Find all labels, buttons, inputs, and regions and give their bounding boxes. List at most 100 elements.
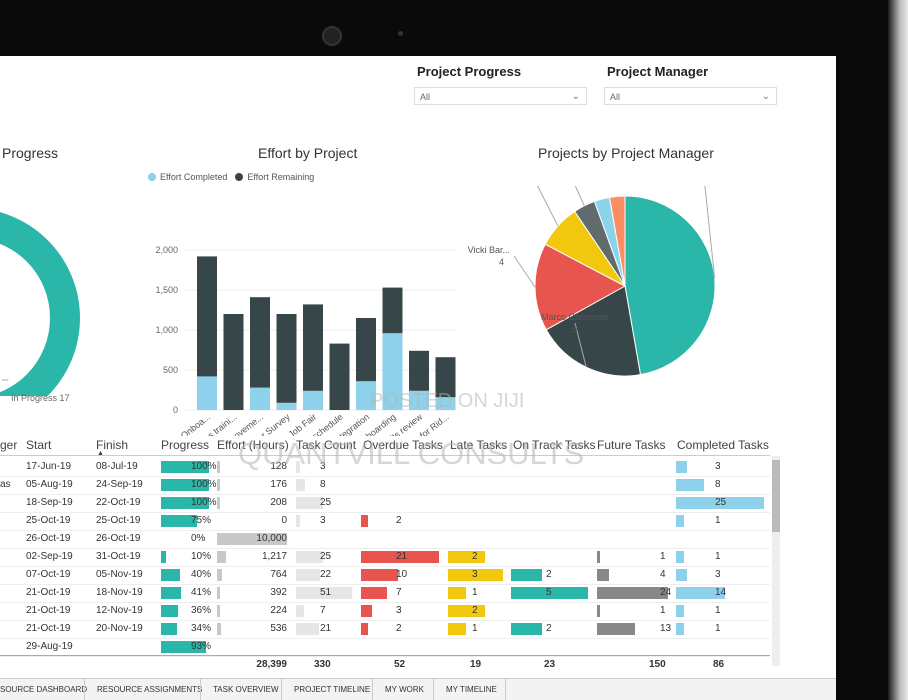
bar-task-count	[296, 569, 321, 581]
bar-late	[448, 623, 467, 635]
table-scrollbar[interactable]	[772, 456, 780, 666]
col-header-start[interactable]: Start	[26, 438, 52, 452]
pie-leader-line	[574, 186, 585, 206]
bar-effort-completed[interactable]	[356, 381, 376, 410]
col-header-future[interactable]: Future Tasks	[597, 438, 666, 452]
total-on-track: 23	[544, 659, 556, 670]
table-row[interactable]: 21-Oct-19 18-Nov-19 41% 392 51 7 1 5 24 14	[0, 584, 770, 603]
bar-progress	[161, 641, 206, 653]
bar-effort	[217, 569, 223, 581]
bar-effort-remaining[interactable]	[223, 314, 244, 410]
pie-chart-title: Projects by Project Manager	[538, 145, 714, 161]
pie-slice[interactable]	[624, 195, 716, 376]
bar-effort-remaining[interactable]	[435, 357, 456, 398]
tab-resource-assignments[interactable]: RESOURCE ASSIGNMENTS	[97, 685, 203, 694]
table-row[interactable]: 17-Jun-19 08-Jul-19 100% 128 3 3	[0, 458, 770, 477]
col-header-effort[interactable]: Effort (Hours)	[217, 438, 289, 452]
bar-effort-completed[interactable]	[250, 387, 270, 410]
cell-start: 07-Oct-19	[26, 569, 71, 580]
table-scrollbar-thumb[interactable]	[772, 460, 780, 532]
table-row[interactable]: 21-Oct-19 12-Nov-19 36% 224 7 3 2 1 1	[0, 602, 770, 621]
table-row[interactable]: 21-Oct-19 20-Nov-19 34% 536 21 2 1 2 13 1	[0, 620, 770, 639]
bar-progress	[161, 551, 166, 563]
col-header-progress[interactable]: Progress	[161, 438, 210, 452]
bar-progress	[161, 587, 181, 599]
pie-leader-line	[704, 186, 716, 279]
bar-effort-remaining[interactable]	[409, 350, 429, 391]
bar-effort	[217, 623, 221, 635]
bar-future	[597, 605, 600, 617]
col-header-task-count[interactable]: Task Count	[296, 438, 357, 452]
bar-task-count	[296, 515, 300, 527]
total-overdue: 52	[394, 659, 406, 670]
bar-overdue	[361, 515, 369, 527]
bar-effort-completed[interactable]	[276, 402, 297, 410]
bar-completed	[676, 461, 687, 473]
total-effort: 28,399	[256, 659, 287, 670]
table-row[interactable]: 07-Oct-19 05-Nov-19 40% 764 22 10 3 2 4 3	[0, 566, 770, 585]
bar-effort-remaining[interactable]	[382, 287, 403, 334]
table-row[interactable]: 25-Oct-19 25-Oct-19 75% 0 3 2 1	[0, 512, 770, 531]
col-header-completed[interactable]: Completed Tasks	[677, 438, 769, 452]
report-canvas: Project Progress All ⌄ Project Manager A…	[0, 56, 836, 700]
table-row[interactable]: 18-Sep-19 22-Oct-19 100% 208 25 25	[0, 494, 770, 513]
cell-progress: 100%	[191, 479, 217, 490]
bar-effort-completed[interactable]	[303, 390, 323, 410]
bar-overdue	[361, 569, 399, 581]
effort-chart-title: Effort by Project	[258, 145, 358, 161]
cell-progress: 0%	[191, 533, 206, 544]
cell-start: 17-Jun-19	[26, 461, 72, 472]
pie-slice[interactable]	[608, 195, 626, 287]
col-header-on-track[interactable]: On Track Tasks	[513, 438, 596, 452]
table-row[interactable]: 29-Aug-19 93%	[0, 638, 770, 657]
cell-start: 26-Oct-19	[26, 533, 71, 544]
cell-completed: 1	[715, 605, 721, 616]
col-header-late[interactable]: Late Tasks	[450, 438, 508, 452]
cell-effort: 128	[270, 461, 287, 472]
table-row[interactable]: as 05-Aug-19 24-Sep-19 100% 176 8 8	[0, 476, 770, 495]
page-tab-bar: SOURCE DASHBOARD RESOURCE ASSIGNMENTS TA…	[0, 678, 836, 700]
bar-effort-completed[interactable]	[409, 390, 429, 410]
bar-future	[597, 623, 636, 635]
col-header-overdue[interactable]: Overdue Tasks	[363, 438, 443, 452]
cell-on-track: 2	[546, 623, 552, 634]
bar-progress	[161, 461, 209, 473]
tab-source-dashboard[interactable]: SOURCE DASHBOARD	[0, 685, 88, 694]
donut-title: Progress	[2, 145, 59, 161]
laptop-bezel-top	[0, 0, 908, 56]
pie-slice[interactable]	[534, 243, 627, 331]
manager-dropdown[interactable]: All ⌄	[604, 87, 777, 105]
tab-divider	[433, 679, 434, 700]
cell-effort: 208	[270, 497, 287, 508]
bar-effort-remaining[interactable]	[250, 297, 270, 388]
bar-effort-remaining[interactable]	[329, 343, 350, 410]
col-header-finish[interactable]: Finish	[96, 438, 129, 452]
bar-effort-remaining[interactable]	[303, 304, 323, 391]
chevron-down-icon: ⌄	[761, 91, 770, 102]
bar-effort-completed[interactable]	[382, 333, 403, 410]
bar-effort-remaining[interactable]	[197, 256, 217, 377]
bar-task-count	[296, 587, 352, 599]
tab-project-timeline[interactable]: PROJECT TIMELINE	[294, 685, 371, 694]
progress-dropdown[interactable]: All ⌄	[414, 87, 587, 105]
bar-effort-completed[interactable]	[435, 397, 456, 410]
bar-completed	[676, 479, 705, 491]
bar-completed	[676, 605, 684, 617]
table-row[interactable]: 02-Sep-19 31-Oct-19 10% 1,217 25 21 2 1 1	[0, 548, 770, 567]
col-header-manager[interactable]: ger	[0, 438, 18, 452]
tab-my-work[interactable]: MY WORK	[385, 685, 424, 694]
tab-task-overview[interactable]: TASK OVERVIEW	[213, 685, 279, 694]
bar-effort-remaining[interactable]	[356, 318, 376, 382]
bar-effort-completed[interactable]	[197, 376, 217, 410]
cell-future: 1	[660, 605, 666, 616]
cell-task-count: 3	[320, 515, 326, 526]
bar-effort-remaining[interactable]	[276, 314, 297, 403]
tab-my-timeline[interactable]: MY TIMELINE	[446, 685, 497, 694]
cell-task-count: 25	[320, 497, 332, 508]
header-divider	[0, 455, 770, 456]
table-row[interactable]: 26-Oct-19 26-Oct-19 0% 10,000	[0, 530, 770, 549]
y-tick-label: 500	[163, 365, 178, 375]
cell-completed: 1	[715, 515, 721, 526]
chevron-down-icon: ⌄	[571, 91, 580, 102]
